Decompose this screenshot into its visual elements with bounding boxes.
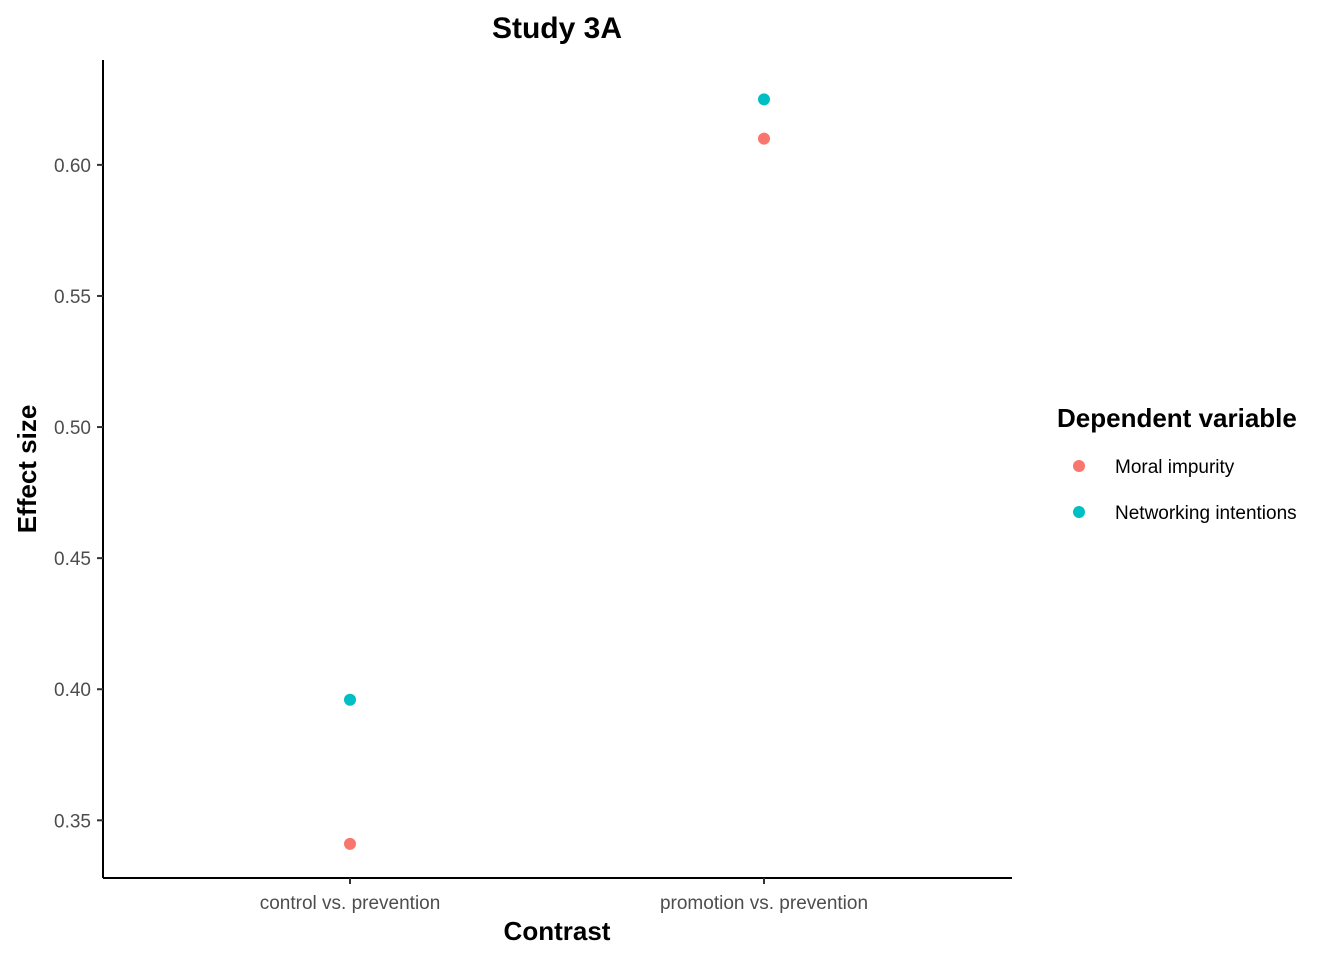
y-tick-label: 0.55 [54,287,91,308]
legend-label: Networking intentions [1115,503,1297,524]
y-tick-label: 0.60 [54,156,91,177]
data-points [344,93,770,850]
legend-title: Dependent variable [1057,403,1297,433]
legend-items: Moral impurity Networking intentions [1073,457,1297,524]
legend-key [1073,506,1085,518]
x-ticks: control vs. prevention promotion vs. prev… [260,878,868,914]
data-point-networking-intentions [344,693,356,706]
data-point-networking-intentions [758,93,770,106]
x-tick-label: control vs. prevention [260,893,441,914]
x-tick-label: promotion vs. prevention [660,893,868,914]
data-point-moral-impurity [344,837,356,850]
y-tick-label: 0.50 [54,418,91,439]
x-axis-title: Contrast [504,916,611,946]
y-tick-label: 0.45 [54,549,91,570]
y-axis-title: Effect size [12,405,42,534]
y-ticks: 0.35 0.40 0.45 0.50 0.55 0.60 [54,156,103,832]
y-tick-label: 0.40 [54,680,91,701]
axes [102,60,1012,879]
data-point-moral-impurity [758,132,770,145]
legend-key [1073,460,1085,472]
legend-label: Moral impurity [1115,457,1235,478]
chart-title: Study 3A [492,12,622,45]
legend: Dependent variable Moral impurity Network… [1057,403,1297,524]
y-tick-label: 0.35 [54,811,91,832]
